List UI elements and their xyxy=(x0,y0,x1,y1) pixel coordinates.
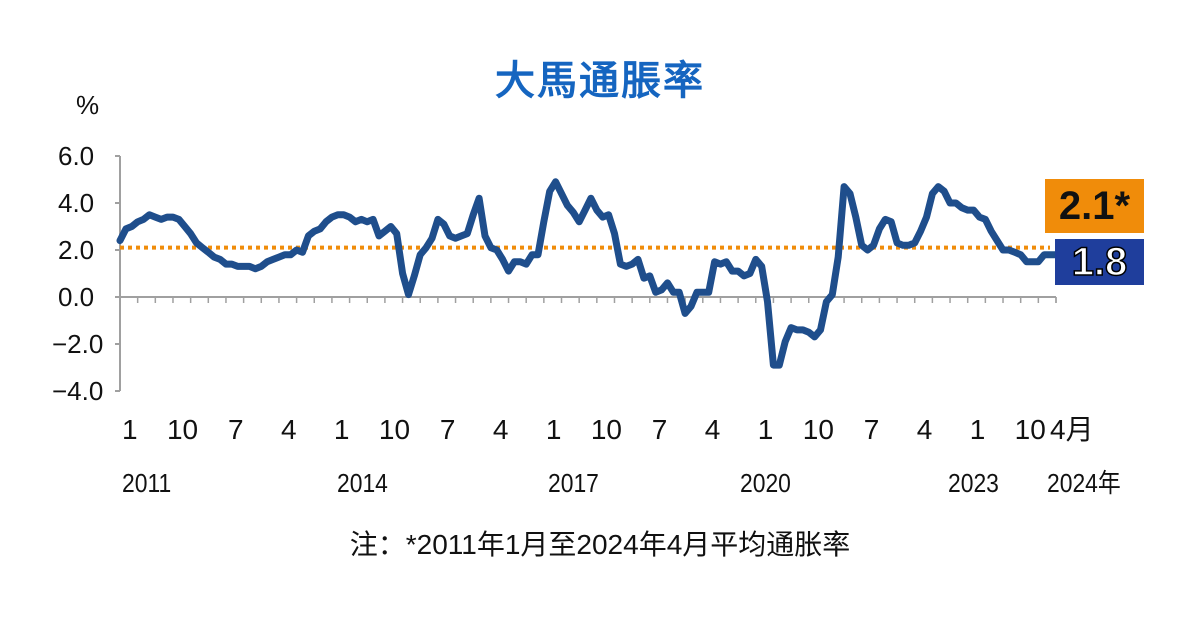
chart-axes xyxy=(115,155,1057,392)
x-tick-month-label: 7 xyxy=(439,414,456,445)
x-tick-month-label: 4 xyxy=(704,414,721,445)
x-tick-month-label: 10 xyxy=(590,414,622,445)
y-axis-unit: % xyxy=(76,90,100,120)
latest-value-badge: 1.8 xyxy=(1055,239,1144,285)
x-tick-month-label: 1 xyxy=(122,414,138,445)
x-tick-month-label: 1 xyxy=(545,414,562,445)
y-tick-label: −2.0 xyxy=(52,329,104,359)
y-tick-label: 4.0 xyxy=(58,188,95,218)
x-tick-year-label: 2023 xyxy=(948,468,999,498)
chart-title: 大馬通脹率 xyxy=(495,58,705,104)
inflation-series-line xyxy=(116,178,1060,369)
x-tick-month-label: 4 xyxy=(492,414,509,445)
x-tick-month-label: 7 xyxy=(651,414,668,445)
x-tick-year-label: 2024年 xyxy=(1047,468,1121,498)
x-tick-month-label: 7 xyxy=(863,414,880,445)
x-tick-month-label: 10 xyxy=(1014,414,1046,445)
x-tick-month-label: 10 xyxy=(802,414,834,445)
y-tick-label: −4.0 xyxy=(52,376,104,406)
x-tick-month-label: 10 xyxy=(378,414,411,445)
x-tick-month-label: 1 xyxy=(969,414,986,445)
x-tick-year-label: 2017 xyxy=(548,468,599,498)
x-tick-year-label: 2014 xyxy=(337,468,388,498)
footnote: 注：*2011年1月至2024年4月平均通胀率 xyxy=(349,529,851,560)
x-tick-year-label: 2020 xyxy=(740,468,791,498)
y-tick-label: 2.0 xyxy=(58,235,95,265)
x-tick-month-label: 4 xyxy=(280,414,297,445)
x-tick-year-label: 2011 xyxy=(122,468,172,498)
average-value-badge: 2.1* xyxy=(1045,179,1144,233)
x-tick-month-label: 1 xyxy=(333,414,350,445)
x-tick-month-label: 1 xyxy=(757,414,774,445)
x-tick-month-label: 10 xyxy=(166,414,199,445)
y-tick-label: 6.0 xyxy=(58,141,95,171)
x-tick-month-label: 4 xyxy=(916,414,933,445)
x-tick-month-label: 7 xyxy=(227,414,244,445)
y-tick-label: 0.0 xyxy=(58,282,95,312)
x-tick-month-label: 4月 xyxy=(1050,414,1094,445)
